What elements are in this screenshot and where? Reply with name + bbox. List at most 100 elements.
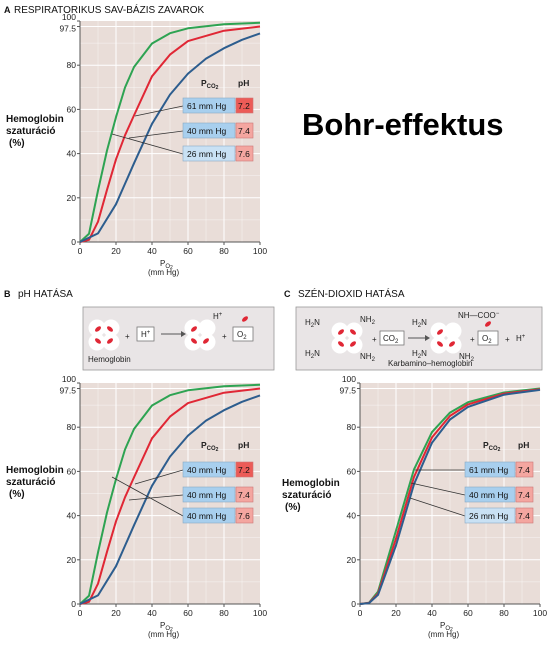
legend-pco2-value: 40 mm Hg: [187, 126, 226, 136]
y-tick-label: 0: [71, 599, 76, 609]
x-tick-label: 80: [219, 246, 229, 256]
panel-b-title: pH HATÁSA: [18, 287, 73, 300]
series-line-green: [79, 383, 261, 605]
y-axis-label: Hemoglobin: [6, 114, 64, 125]
chart-ph-effect: 0 20 40 60 80 100 0 20 40 60 80 97.5 100 PO2(mm Hg) He…: [6, 374, 267, 639]
legend-pointer: [134, 105, 184, 117]
series-line-blue: [359, 388, 541, 605]
legend-ph-value: 7.4: [238, 490, 250, 500]
diagram-co2: H2N H2N NH2 NH2 + CO2 H2N H2N NH—COO−: [295, 306, 543, 371]
oxygen-icon: [242, 316, 248, 322]
legend-pointer: [111, 133, 184, 155]
legend-header-pco2: PCO2: [201, 78, 219, 91]
x-tick-label: 100: [253, 246, 267, 256]
h-ion-bound-label: H+: [213, 312, 223, 321]
legend-pointer: [410, 482, 466, 496]
legend-pco2-value: 61 mm Hg: [469, 465, 508, 475]
legend-pointer: [111, 476, 184, 517]
y-tick-label: 80: [67, 422, 77, 432]
x-tick-label: 80: [499, 608, 509, 618]
x-axis-label: PO2: [160, 621, 173, 633]
y-tick-label: 0: [71, 237, 76, 247]
carbamino-group-label: NH—COO−: [458, 311, 500, 320]
amino-group-label: H2N: [305, 349, 320, 360]
legend-header-pco2: PCO2: [483, 440, 501, 453]
y-tick-label: 100: [62, 12, 76, 22]
arrow-icon: [161, 331, 186, 337]
legend-ph-value: 7.6: [238, 511, 250, 521]
y-axis-label: szaturáció: [6, 477, 55, 488]
amino-group-label: H2N: [305, 318, 320, 329]
y-axis-label: szaturáció: [282, 490, 331, 501]
y-tick-label: 100: [342, 374, 356, 384]
legend-ph-box: [235, 507, 254, 524]
x-tick-label: 80: [219, 608, 229, 618]
legend-header-ph: pH: [238, 78, 249, 88]
legend-pco2-box: [182, 122, 236, 139]
x-tick-label: 20: [111, 608, 121, 618]
legend-ph-box: [235, 486, 254, 503]
series-line-red: [79, 387, 261, 605]
diagram-ph: Hemoglobin + H+ H+ + O2: [82, 306, 275, 371]
y-axis-label: (%): [9, 489, 25, 500]
y-tick-label: 20: [67, 555, 77, 565]
legend-ph-box: [235, 145, 254, 162]
o2-label: O2: [482, 334, 492, 345]
legend-ph-value: 7.4: [238, 126, 250, 136]
y-tick-label: 100: [62, 374, 76, 384]
plus-sign: +: [125, 332, 130, 341]
legend-ph-value: 7.6: [238, 149, 250, 159]
x-axis-unit: (mm Hg): [148, 630, 179, 639]
x-tick-label: 100: [253, 608, 267, 618]
legend-header-pco2: PCO2: [201, 440, 219, 453]
legend-pco2-value: 40 mm Hg: [187, 511, 226, 521]
x-tick-label: 60: [183, 246, 193, 256]
x-tick-label: 100: [533, 608, 547, 618]
legend-ph-box: [235, 461, 254, 478]
hemoglobin-molecule-icon: [331, 322, 363, 354]
legend-pco2-box: [464, 461, 516, 478]
oxygen-icon: [485, 321, 491, 327]
x-tick-label: 60: [463, 608, 473, 618]
series-line-red: [79, 25, 261, 243]
amino-group-label: H2N: [412, 318, 427, 329]
legend-pco2-value: 26 mm Hg: [469, 511, 508, 521]
y-tick-label: 0: [351, 599, 356, 609]
y-tick-label: 97.5: [59, 386, 76, 396]
chart-co2-effect: 0 20 40 60 80 100 0 20 40 60 80 97.5 100 PO2(mm Hg) He…: [282, 374, 547, 639]
legend-pco2-box: [182, 145, 236, 162]
main-title: Bohr-effektus: [302, 107, 504, 142]
y-tick-label: 80: [347, 422, 357, 432]
plus-sign: +: [505, 335, 510, 344]
y-axis-label: (%): [9, 138, 25, 149]
y-tick-label: 40: [67, 511, 77, 521]
legend-ph-value: 7.2: [238, 465, 250, 475]
legend-pointer: [409, 497, 466, 517]
legend-ph-box: [515, 461, 534, 478]
hemoglobin-molecule-icon: [430, 322, 462, 354]
o2-box: [232, 326, 254, 342]
co2-box: [379, 330, 405, 346]
hemoglobin-molecule-icon: [184, 319, 216, 351]
y-axis-label: Hemoglobin: [282, 478, 340, 489]
legend-header-ph: pH: [518, 440, 529, 450]
legend-header-ph: pH: [238, 440, 249, 450]
hemoglobin-label: Hemoglobin: [88, 355, 131, 364]
legend-pco2-box: [182, 507, 236, 524]
y-tick-label: 60: [67, 466, 77, 476]
panel-c-letter: C: [284, 289, 291, 299]
x-tick-label: 40: [147, 246, 157, 256]
x-tick-label: 40: [427, 608, 437, 618]
y-tick-label: 60: [67, 104, 77, 114]
legend-pointer: [128, 130, 184, 139]
series-line-blue: [79, 394, 261, 605]
y-tick-label: 97.5: [339, 386, 356, 396]
x-axis-label: PO2: [440, 621, 453, 633]
y-tick-label: 40: [67, 149, 77, 159]
legend-ph-value: 7.4: [518, 465, 530, 475]
legend-pco2-box: [182, 486, 236, 503]
x-tick-label: 20: [391, 608, 401, 618]
amino-group-label: NH2: [459, 352, 475, 363]
panel-a-letter: A: [4, 5, 11, 15]
y-tick-label: 60: [347, 466, 357, 476]
